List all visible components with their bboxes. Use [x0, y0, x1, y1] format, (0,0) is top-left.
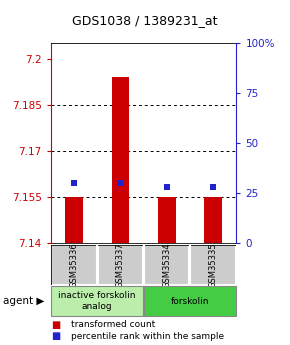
Text: GSM35334: GSM35334 [162, 242, 171, 288]
Bar [51, 286, 143, 316]
Text: forskolin: forskolin [171, 296, 209, 306]
Text: GDS1038 / 1389231_at: GDS1038 / 1389231_at [72, 14, 218, 27]
Text: agent ▶: agent ▶ [3, 296, 44, 306]
Bar [65, 197, 83, 243]
Text: ■: ■ [51, 320, 60, 330]
Bar [112, 77, 129, 243]
Bar [144, 245, 189, 285]
Text: GSM35337: GSM35337 [116, 242, 125, 288]
Bar [144, 286, 236, 316]
Bar [98, 245, 143, 285]
Bar [158, 197, 175, 243]
Bar [51, 245, 97, 285]
Text: inactive forskolin
analog: inactive forskolin analog [58, 291, 136, 311]
Text: ■: ■ [51, 332, 60, 341]
Text: transformed count: transformed count [71, 321, 155, 329]
Bar [204, 197, 222, 243]
Text: GSM35335: GSM35335 [209, 242, 218, 288]
Bar [191, 245, 236, 285]
Text: GSM35336: GSM35336 [69, 242, 79, 288]
Text: percentile rank within the sample: percentile rank within the sample [71, 332, 224, 341]
